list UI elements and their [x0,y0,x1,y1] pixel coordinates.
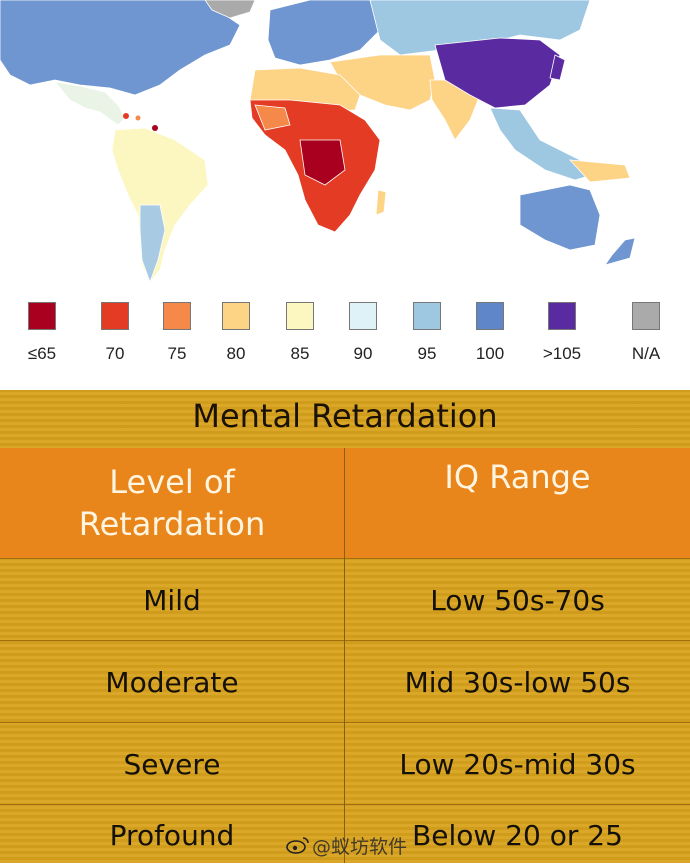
australia-shape [519,184,601,251]
level-cell: Mild [143,583,201,617]
legend-label: 70 [105,344,125,363]
legend-swatch [286,302,314,330]
map-legend: ≤65 70 75 80 85 90 95 100 >105 N/A [0,290,690,390]
legend-swatch [632,302,660,330]
table-row: Severe Low 20s-mid 30s [0,722,690,805]
table-row: Moderate Mid 30s-low 50s [0,640,690,723]
legend-item: ≤65 [12,302,72,364]
caribbean-dot [152,125,158,131]
table-row: Profound Below 20 or 25 [0,804,690,864]
range-cell: Below 20 or 25 [412,819,623,852]
legend-swatch [163,302,191,330]
china-shape [434,37,561,109]
madagascar-shape [375,189,387,216]
legend-item: 80 [206,302,266,364]
header-level: Level of Retardation [0,448,344,558]
mexico-shape [54,81,126,126]
legend-item: 75 [147,302,207,364]
legend-swatch [476,302,504,330]
legend-swatch [349,302,377,330]
legend-swatch [548,302,576,330]
legend-swatch [413,302,441,330]
legend-label: 95 [417,344,437,363]
legend-item: N/A [616,302,676,364]
japan-shape [549,54,566,81]
legend-item: 95 [397,302,457,364]
world-map-graphic [0,0,636,284]
legend-label: 85 [290,344,310,363]
legend-swatch [101,302,129,330]
legend-item: 90 [333,302,393,364]
europe-shape [267,0,381,66]
legend-item: 85 [270,302,330,364]
new-guinea-shape [569,159,631,183]
legend-item: 100 [460,302,520,364]
range-cell: Mid 30s-low 50s [404,665,631,699]
range-cell: Low 50s-70s [430,583,605,617]
range-cell: Low 20s-mid 30s [399,747,636,781]
greenland-shape [204,0,256,19]
argentina-shape [139,204,166,284]
watermark-text: @蚁坊软件 [312,836,408,858]
world-iq-map [0,0,690,290]
legend-label: ≤65 [27,344,57,363]
legend-label: 80 [226,344,246,363]
legend-label: 90 [353,344,373,363]
legend-swatch [28,302,56,330]
new-zealand-shape [604,237,636,266]
level-cell: Moderate [105,665,239,699]
header-iq-range: IQ Range [345,448,690,558]
legend-item: >105 [532,302,592,364]
table-title: Mental Retardation [192,397,498,435]
legend-label: 75 [167,344,187,363]
weibo-icon [286,837,309,854]
north-america-shape [0,0,241,96]
legend-label: 100 [475,344,505,363]
level-cell: Profound [109,819,235,852]
table-row: Mild Low 50s-70s [0,558,690,641]
header-level-line2: Retardation [78,505,266,543]
retardation-table: Mental Retardation Level of Retardation … [0,390,690,863]
legend-item: 70 [85,302,145,364]
header-level-line1: Level of [109,463,235,501]
caribbean-dot [135,115,141,121]
legend-label: N/A [631,344,661,363]
legend-swatch [222,302,250,330]
level-cell: Severe [123,747,221,781]
west-africa-shape [254,104,291,131]
column-divider [344,448,345,863]
legend-label: >105 [542,344,582,363]
caribbean-dot [123,113,129,119]
central-africa-shape [299,139,346,186]
